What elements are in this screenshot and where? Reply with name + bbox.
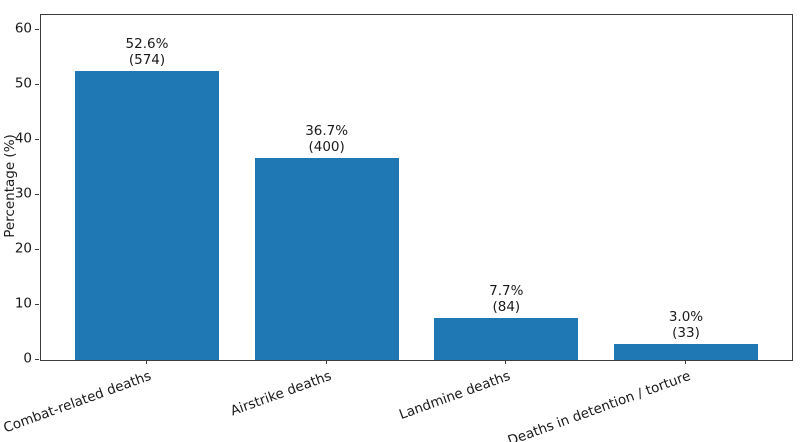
bar-percent-label: 7.7%	[489, 282, 524, 299]
bar-value-label: 7.7% (84)	[489, 283, 523, 315]
bar-value-label: 36.7% (400)	[305, 123, 348, 155]
y-tick-label: 0	[23, 350, 32, 367]
x-tick-mark	[505, 360, 507, 364]
bar-percent-label: 36.7%	[305, 123, 349, 140]
bar-count-label: (84)	[492, 298, 521, 315]
x-tick-mark	[325, 360, 327, 364]
y-tick-label: 20	[14, 240, 32, 257]
y-tick-label: 10	[14, 295, 32, 312]
x-tick-label: Landmine deaths	[397, 368, 513, 424]
y-tick-label: 40	[14, 130, 32, 147]
x-tick-mark	[146, 360, 147, 364]
bar-value-label: 3.0% (33)	[669, 309, 703, 341]
bar-percent-label: 3.0%	[668, 308, 704, 325]
y-tick-label: 30	[14, 185, 32, 202]
bar	[254, 158, 399, 360]
x-tick-label: Airstrike deaths	[227, 368, 334, 420]
y-tick-mark	[35, 303, 39, 305]
bar-count-label: (400)	[308, 139, 345, 156]
bar-value-label: 52.6% (574)	[126, 36, 169, 68]
y-tick-mark	[35, 138, 39, 140]
y-tick-mark	[35, 28, 39, 30]
y-tick-mark	[35, 83, 39, 85]
bar	[614, 343, 758, 360]
x-tick-label: Combat-related deaths	[1, 368, 154, 437]
bar	[434, 317, 579, 360]
x-tick-label: Deaths in detention / torture	[505, 368, 693, 442]
bar-count-label: (33)	[672, 324, 700, 341]
y-tick-mark	[35, 248, 39, 250]
y-tick-mark	[35, 359, 39, 360]
plot-area: 52.6% (574) 36.7% (400) 7.7% (84) 3.0% (33)	[40, 14, 793, 361]
y-tick-mark	[35, 193, 39, 195]
y-tick-label: 50	[14, 75, 32, 92]
bar-percent-label: 52.6%	[125, 35, 169, 52]
y-tick-label: 60	[14, 20, 32, 37]
bar	[75, 70, 219, 360]
bar-count-label: (574)	[128, 51, 166, 68]
x-tick-mark	[684, 360, 686, 364]
